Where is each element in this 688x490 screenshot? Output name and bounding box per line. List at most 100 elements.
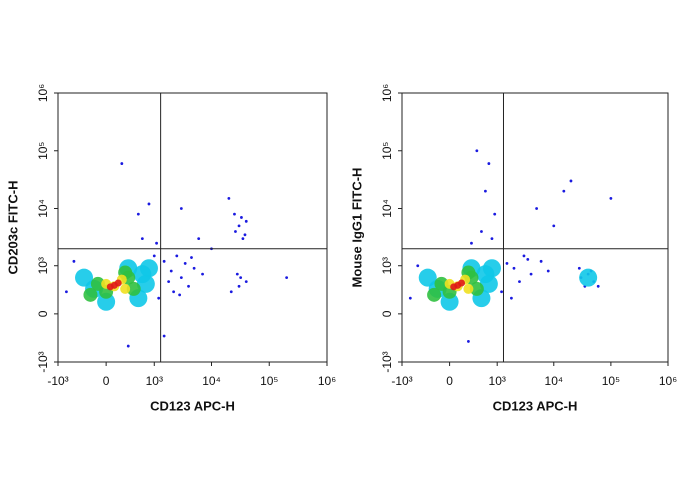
event-dot (233, 212, 236, 216)
event-dot (126, 344, 130, 348)
event-dot (83, 287, 98, 302)
event-dot (596, 284, 600, 288)
y-axis-label: Mouse IgG1 FITC-H (349, 168, 364, 288)
x-tick-label: 0 (446, 374, 453, 388)
event-dot (106, 283, 114, 291)
x-axis-label: CD123 APC-H (150, 398, 235, 413)
event-dot (482, 259, 501, 278)
event-dot (408, 296, 412, 300)
event-dot (90, 276, 105, 291)
event-dot (237, 224, 241, 228)
event-dot (162, 259, 166, 263)
event-dot (480, 230, 483, 233)
event-dot (120, 162, 124, 165)
event-dot (157, 296, 161, 300)
event-dot (518, 280, 521, 284)
plot-frame (57, 92, 328, 363)
event-dot (229, 290, 233, 294)
event-dot (440, 292, 459, 311)
points (65, 162, 289, 348)
event-dot (577, 266, 581, 270)
y-tick-label: 0 (380, 310, 394, 317)
x-tick-label: 10⁶ (318, 374, 336, 388)
event-dot (175, 254, 179, 258)
event-dot (500, 290, 503, 294)
y-tick-label: -10³ (380, 351, 394, 372)
event-dot (162, 334, 166, 338)
event-dot (467, 340, 470, 343)
y-tick-label: 10³ (380, 257, 394, 274)
y-tick-label: 10⁵ (36, 142, 50, 160)
event-dot (505, 262, 509, 265)
event-dot (240, 216, 243, 219)
event-dot (569, 179, 573, 183)
event-dot (526, 257, 530, 261)
event-dot (562, 189, 566, 193)
event-dot (152, 254, 156, 258)
event-dot (243, 233, 247, 237)
event-dot (239, 276, 243, 280)
event-dot (469, 281, 484, 296)
x-tick-label: 10⁶ (659, 374, 677, 388)
event-dot (579, 268, 598, 287)
event-dot (479, 274, 498, 293)
y-tick-label: 0 (36, 310, 50, 317)
event-dot (169, 269, 173, 273)
event-dot (522, 254, 526, 258)
event-dot (120, 283, 131, 294)
x-tick-label: -10³ (47, 374, 68, 388)
event-dot (463, 283, 474, 294)
event-dot (244, 219, 248, 223)
event-dot (434, 276, 449, 291)
event-dot (139, 259, 158, 278)
event-dot (167, 280, 171, 284)
x-tick-label: 10⁴ (545, 374, 564, 388)
event-dot (147, 202, 151, 206)
event-dot (136, 274, 155, 293)
x-tick-label: 10⁵ (602, 374, 620, 388)
y-tick-label: 10⁵ (380, 142, 394, 160)
event-dot (178, 293, 182, 297)
x-tick-label: -10³ (391, 374, 412, 388)
y-tick-label: 10⁴ (380, 199, 394, 218)
event-dot (179, 207, 183, 210)
event-dot (187, 284, 190, 288)
event-dot (140, 237, 144, 241)
event-dot (237, 284, 241, 288)
event-dot (529, 272, 533, 276)
event-dot (539, 259, 543, 263)
event-dot (484, 189, 487, 193)
event-dot (235, 272, 239, 276)
x-tick-label: 10⁵ (260, 374, 278, 388)
event-dot (427, 287, 442, 302)
event-dot (450, 283, 458, 291)
event-dot (114, 279, 122, 287)
event-dot (234, 230, 237, 233)
event-dot (552, 224, 556, 228)
event-dot (244, 280, 248, 284)
event-dot (512, 266, 516, 270)
event-dot (490, 237, 494, 241)
event-dot (535, 207, 538, 210)
event-dot (416, 264, 420, 268)
event-dot (546, 269, 550, 273)
event-dot (285, 276, 289, 280)
event-dot (126, 281, 141, 296)
x-tick-label: 10³ (146, 374, 163, 388)
y-axis-label: CD203c FITC-H (5, 181, 20, 275)
event-dot (183, 262, 187, 265)
x-tick-label: 10⁴ (202, 374, 221, 388)
event-dot (136, 212, 140, 216)
y-tick-label: 10⁴ (36, 199, 50, 218)
x-tick-label: 10³ (489, 374, 506, 388)
event-dot (201, 272, 204, 276)
event-dot (97, 292, 116, 311)
event-dot (227, 196, 231, 200)
event-dot (192, 266, 196, 270)
y-tick-label: 10³ (36, 257, 50, 274)
event-dot (172, 290, 176, 294)
event-dot (241, 237, 245, 241)
y-tick-label: 10⁶ (380, 84, 394, 102)
event-dot (470, 241, 473, 245)
